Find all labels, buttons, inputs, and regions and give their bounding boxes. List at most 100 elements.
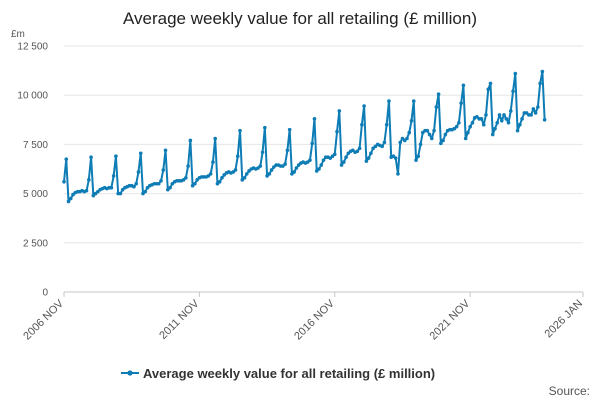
data-point — [233, 168, 238, 172]
data-point — [337, 109, 342, 113]
legend[interactable]: Average weekly value for all retailing (… — [121, 366, 435, 381]
data-point — [211, 160, 215, 164]
data-point — [463, 136, 468, 141]
data-point — [208, 172, 213, 176]
x-axis-ticks: 2006 NOV 2011 NOV 2016 NOV 2021 NOV 2026 JAN — [21, 292, 585, 342]
data-point — [344, 155, 348, 159]
data-point — [285, 148, 290, 153]
data-point — [520, 117, 524, 121]
data-point — [432, 128, 436, 133]
series-points — [62, 69, 547, 204]
data-point — [529, 113, 533, 117]
data-point — [283, 162, 287, 166]
data-point — [84, 188, 89, 193]
y-axis-unit-label: £m — [11, 29, 25, 40]
data-point — [409, 118, 414, 123]
data-point — [499, 118, 504, 123]
data-point — [355, 149, 360, 154]
source-label: Source: — [549, 384, 590, 398]
data-point — [161, 168, 166, 172]
data-point — [184, 176, 188, 180]
legend-swatch-marker — [127, 370, 133, 376]
data-point — [504, 117, 509, 121]
data-point — [118, 191, 123, 196]
data-point — [263, 125, 267, 130]
data-point — [434, 105, 439, 109]
data-point — [64, 157, 69, 161]
data-point — [364, 159, 369, 163]
gridlines — [64, 45, 583, 244]
x-tick-label: 2026 JAN — [542, 298, 585, 341]
data-point — [441, 138, 445, 143]
legend-label[interactable]: Average weekly value for all retailing (… — [143, 366, 435, 381]
data-point — [508, 109, 513, 113]
data-point — [357, 146, 362, 151]
data-point — [339, 163, 344, 167]
data-point — [481, 122, 486, 127]
data-point — [186, 164, 190, 168]
data-point — [538, 81, 542, 86]
data-point — [405, 136, 409, 141]
data-point — [418, 142, 423, 147]
data-point — [436, 92, 441, 97]
data-point — [62, 179, 66, 184]
data-point — [168, 185, 172, 190]
data-point — [486, 87, 491, 92]
data-point — [506, 120, 511, 125]
data-point — [511, 89, 515, 94]
data-point — [89, 155, 93, 159]
data-point — [430, 136, 434, 141]
data-point — [443, 132, 448, 137]
data-point — [479, 117, 484, 121]
data-point — [242, 176, 247, 180]
data-point — [332, 152, 337, 157]
data-point — [238, 128, 242, 133]
data-point — [439, 141, 443, 146]
data-point — [466, 130, 470, 135]
x-tick-label: 2016 NOV — [292, 297, 337, 342]
data-point — [193, 181, 197, 186]
data-point — [312, 117, 317, 121]
data-point — [294, 166, 299, 170]
data-point — [493, 126, 497, 131]
x-tick-label: 2021 NOV — [427, 297, 472, 342]
data-point — [335, 129, 339, 134]
data-point — [468, 124, 472, 129]
data-point — [393, 156, 398, 160]
data-point — [287, 127, 292, 132]
data-point — [132, 184, 136, 189]
data-point — [490, 132, 495, 137]
y-tick-label: 10 000 — [17, 91, 48, 102]
data-point — [321, 158, 326, 162]
data-point — [461, 83, 466, 88]
data-point — [533, 111, 538, 115]
data-point — [138, 151, 143, 156]
data-point — [156, 181, 161, 186]
data-point — [260, 150, 265, 155]
data-point — [114, 154, 118, 159]
chart-title: Average weekly value for all retailing (… — [123, 9, 477, 28]
data-point — [87, 178, 91, 182]
data-point — [398, 140, 403, 145]
data-point — [414, 158, 418, 162]
data-point — [416, 154, 421, 159]
y-tick-label: 5 000 — [23, 189, 48, 200]
x-tick-label: 2011 NOV — [157, 297, 202, 342]
data-point — [235, 154, 240, 159]
y-tick-label: 2 500 — [23, 238, 48, 249]
data-point — [542, 118, 547, 122]
data-point — [513, 71, 518, 76]
y-tick-label: 0 — [42, 288, 48, 299]
data-point — [369, 151, 373, 156]
y-tick-label: 7 500 — [23, 140, 48, 151]
data-point — [269, 168, 274, 172]
data-point — [470, 120, 475, 125]
data-point — [66, 199, 71, 204]
data-point — [310, 141, 315, 146]
data-point — [267, 172, 272, 176]
data-point — [319, 163, 324, 167]
y-axis-ticks: 0 2 500 5 000 7 500 10 000 12 500 — [17, 42, 48, 299]
data-point — [497, 113, 502, 117]
data-point — [411, 99, 416, 103]
